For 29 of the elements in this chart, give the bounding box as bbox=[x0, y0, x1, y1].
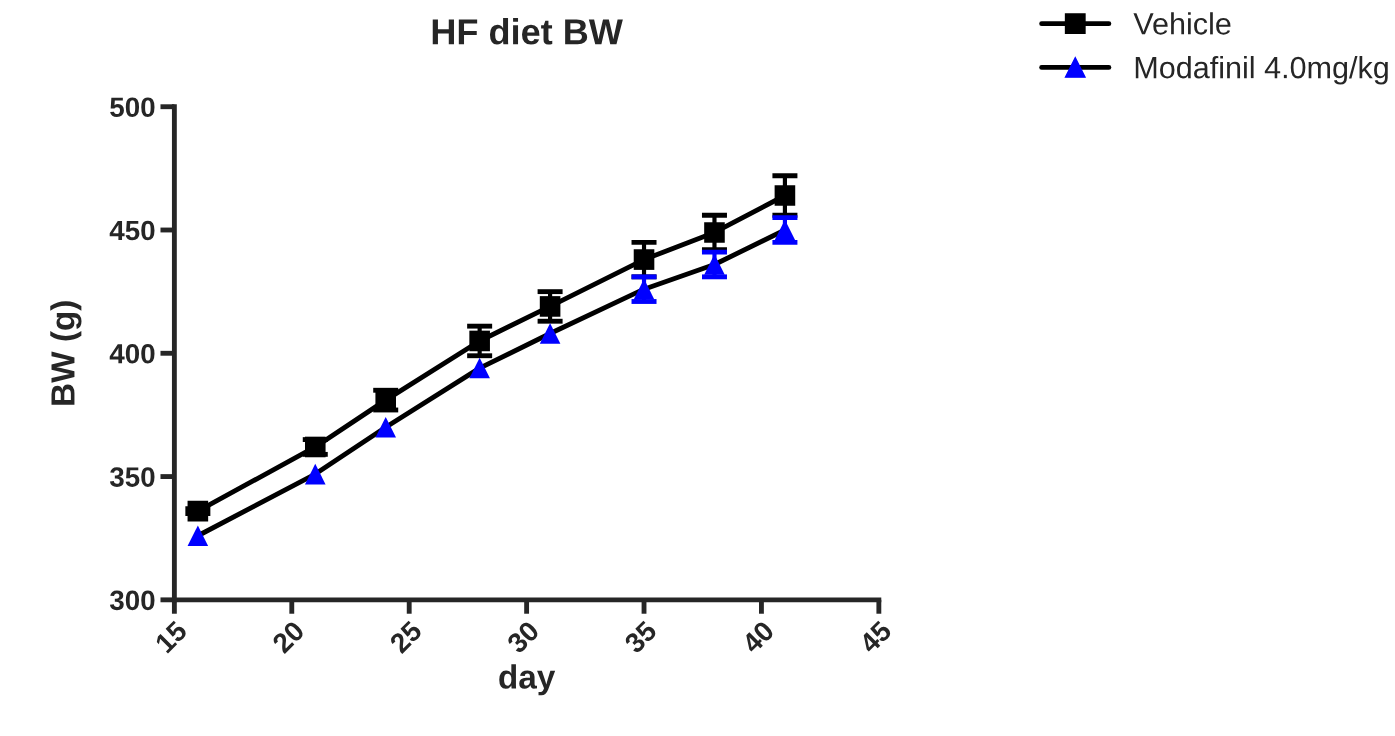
point bbox=[375, 416, 397, 438]
point bbox=[539, 296, 561, 317]
point bbox=[704, 222, 725, 243]
legend-label: Modafinil 4.0mg/kg bbox=[1135, 55, 1388, 85]
y-tick-label: 350 bbox=[109, 467, 155, 487]
x-tick-label: 30 bbox=[505, 619, 541, 655]
chart-title: HF diet BW bbox=[432, 18, 623, 45]
y-tick-label: 300 bbox=[109, 590, 155, 611]
y-axis-title: BW (g) bbox=[50, 301, 82, 405]
point bbox=[469, 357, 490, 379]
x-tick-label: 40 bbox=[740, 619, 776, 655]
x-axis-title: day bbox=[499, 664, 556, 696]
point bbox=[539, 323, 561, 344]
legend-label: Vehicle bbox=[1133, 12, 1231, 35]
point bbox=[469, 330, 490, 352]
x-tick-label: 20 bbox=[271, 619, 306, 655]
point bbox=[633, 249, 655, 270]
point bbox=[774, 185, 796, 206]
y-tick-label: 500 bbox=[110, 97, 155, 118]
point bbox=[304, 463, 326, 485]
x-tick-label: 35 bbox=[623, 619, 658, 655]
point bbox=[704, 254, 725, 275]
y-tick-label: 400 bbox=[109, 343, 155, 364]
point bbox=[187, 525, 209, 547]
x-tick-label: 15 bbox=[154, 619, 189, 654]
x-tick-label: 25 bbox=[388, 619, 424, 655]
y-tick-label: 450 bbox=[109, 220, 155, 241]
point bbox=[187, 500, 209, 522]
x-tick-label: 45 bbox=[858, 619, 893, 655]
